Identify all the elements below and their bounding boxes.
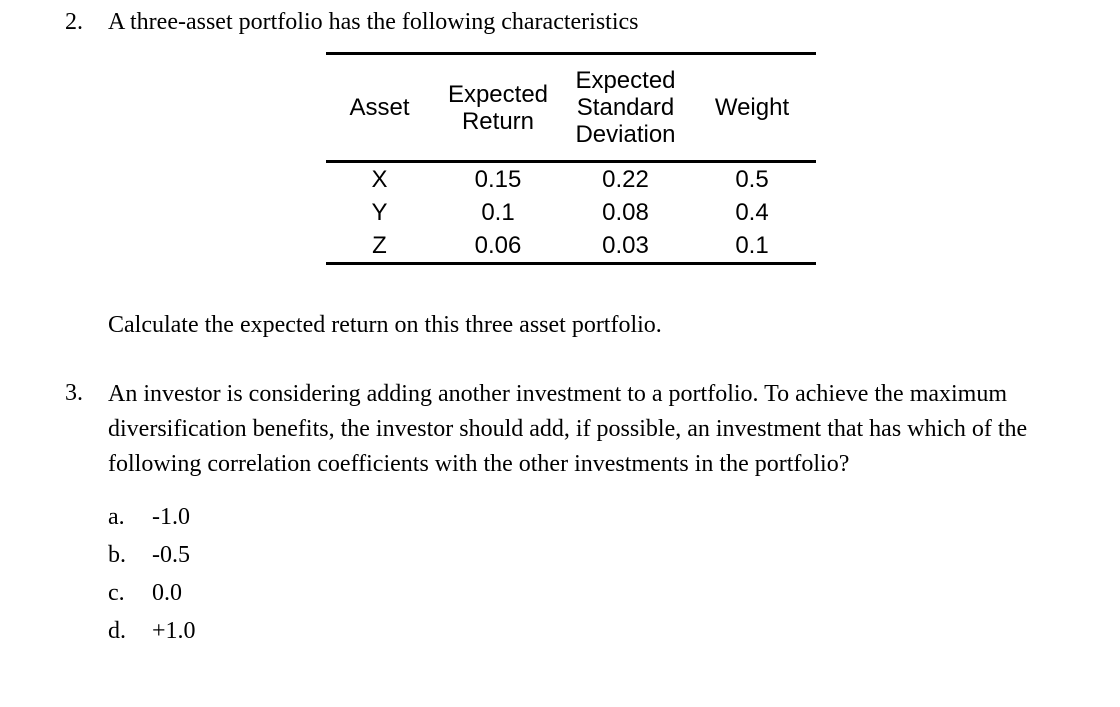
- table-header-row: Asset Expected Return Expected Standard …: [326, 53, 816, 163]
- option-c-value: 0.0: [152, 580, 182, 606]
- portfolio-characteristics-table: Asset Expected Return Expected Standard …: [326, 52, 816, 265]
- option-a-value: -1.0: [152, 504, 190, 530]
- option-d-value: +1.0: [152, 618, 196, 644]
- option-a-label: a.: [108, 504, 125, 530]
- option-d-label: d.: [108, 618, 126, 644]
- question-2-text: A three-asset portfolio has the followin…: [108, 9, 639, 35]
- question-3-body: An investor is considering adding anothe…: [108, 377, 1120, 650]
- question-3-text: An investor is considering adding anothe…: [108, 381, 1028, 477]
- cell-weight: 0.1: [735, 232, 769, 259]
- cell-expected-standard-deviation: 0.22: [602, 166, 649, 193]
- header-expected-standard-deviation: Expected Standard Deviation: [563, 53, 688, 163]
- question-2: 2. A three-asset portfolio has the follo…: [65, 6, 1120, 341]
- header-expected-return: Expected Return: [433, 53, 563, 163]
- header-asset: Asset: [326, 53, 433, 163]
- question-3: 3. An investor is considering adding ano…: [65, 377, 1120, 650]
- question-2-prompt: Calculate the expected return on this th…: [108, 312, 662, 338]
- table-row-asset-x: X 0.15 0.22 0.5: [326, 162, 816, 197]
- question-3-number: 3.: [65, 380, 83, 406]
- question-2-body: A three-asset portfolio has the followin…: [108, 6, 1120, 341]
- cell-asset: Y: [371, 199, 388, 226]
- cell-expected-standard-deviation: 0.03: [602, 232, 649, 259]
- cell-expected-return: 0.06: [474, 232, 522, 259]
- cell-asset: Z: [372, 232, 387, 259]
- option-b-label: b.: [108, 542, 126, 568]
- option-b-value: -0.5: [152, 542, 190, 568]
- answer-option-d: d. +1.0: [108, 612, 1120, 650]
- question-2-number: 2.: [65, 9, 83, 35]
- cell-weight: 0.4: [735, 199, 769, 226]
- answer-option-b: b. -0.5: [108, 536, 1120, 574]
- cell-expected-standard-deviation: 0.08: [602, 199, 649, 226]
- table-row-asset-z: Z 0.06 0.03 0.1: [326, 229, 816, 264]
- cell-expected-return: 0.15: [474, 166, 522, 193]
- header-weight: Weight: [688, 53, 816, 163]
- answer-option-a: a. -1.0: [108, 498, 1120, 536]
- table-row-asset-y: Y 0.1 0.08 0.4: [326, 196, 816, 229]
- answer-option-c: c. 0.0: [108, 574, 1120, 612]
- option-c-label: c.: [108, 580, 125, 606]
- cell-asset: X: [371, 166, 388, 193]
- cell-weight: 0.5: [735, 166, 769, 193]
- answer-options: a. -1.0 b. -0.5 c. 0.0 d. +1.0: [108, 498, 1120, 650]
- document-page: 2. A three-asset portfolio has the follo…: [65, 6, 1120, 650]
- cell-expected-return: 0.1: [481, 199, 515, 226]
